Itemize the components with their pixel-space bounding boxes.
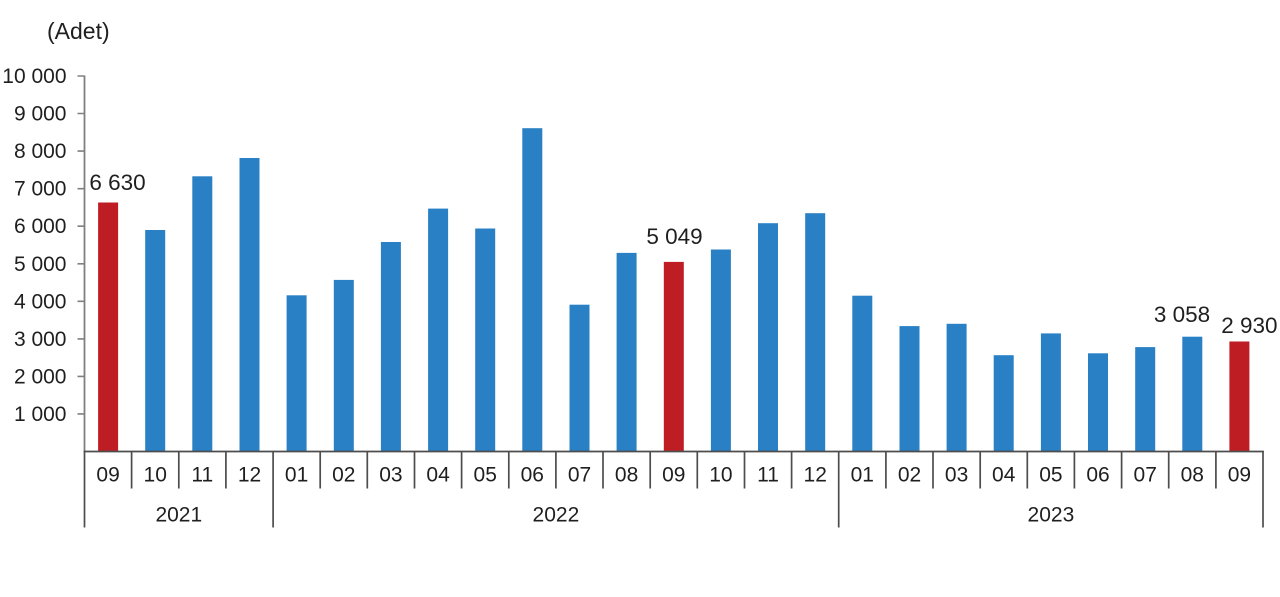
svg-text:05: 05 xyxy=(1039,464,1062,487)
svg-text:01: 01 xyxy=(285,464,308,487)
svg-text:09: 09 xyxy=(1228,464,1251,487)
svg-text:1 000: 1 000 xyxy=(14,403,67,426)
svg-text:01: 01 xyxy=(851,464,874,487)
svg-text:3 000: 3 000 xyxy=(14,328,67,351)
svg-text:07: 07 xyxy=(1134,464,1157,487)
svg-text:03: 03 xyxy=(379,464,402,487)
svg-text:10: 10 xyxy=(144,464,167,487)
svg-text:8 000: 8 000 xyxy=(14,140,67,163)
svg-text:04: 04 xyxy=(992,464,1016,487)
svg-text:2023: 2023 xyxy=(1028,504,1075,527)
svg-text:2 930: 2 930 xyxy=(1221,313,1277,338)
svg-text:08: 08 xyxy=(1181,464,1204,487)
svg-text:(Adet): (Adet) xyxy=(47,18,110,44)
svg-text:07: 07 xyxy=(568,464,591,487)
svg-text:6 630: 6 630 xyxy=(89,170,145,195)
svg-text:12: 12 xyxy=(804,464,827,487)
svg-text:12: 12 xyxy=(238,464,261,487)
svg-text:2022: 2022 xyxy=(533,504,580,527)
svg-text:09: 09 xyxy=(96,464,119,487)
svg-text:2021: 2021 xyxy=(155,504,202,527)
svg-text:05: 05 xyxy=(474,464,497,487)
svg-text:08: 08 xyxy=(615,464,638,487)
svg-text:06: 06 xyxy=(1086,464,1109,487)
svg-text:03: 03 xyxy=(945,464,968,487)
svg-text:10: 10 xyxy=(709,464,732,487)
svg-text:11: 11 xyxy=(191,464,213,487)
svg-text:4 000: 4 000 xyxy=(14,290,67,313)
svg-text:06: 06 xyxy=(521,464,544,487)
svg-text:9 000: 9 000 xyxy=(14,103,67,126)
svg-text:10 000: 10 000 xyxy=(2,65,66,88)
svg-text:09: 09 xyxy=(662,464,685,487)
svg-text:5 049: 5 049 xyxy=(646,224,702,249)
svg-text:2 000: 2 000 xyxy=(14,365,67,388)
svg-text:02: 02 xyxy=(898,464,921,487)
svg-text:7 000: 7 000 xyxy=(14,178,67,201)
svg-text:5 000: 5 000 xyxy=(14,253,67,276)
svg-text:3 058: 3 058 xyxy=(1154,302,1210,327)
svg-text:6 000: 6 000 xyxy=(14,215,67,238)
svg-text:04: 04 xyxy=(426,464,450,487)
svg-text:11: 11 xyxy=(757,464,779,487)
svg-text:02: 02 xyxy=(332,464,355,487)
